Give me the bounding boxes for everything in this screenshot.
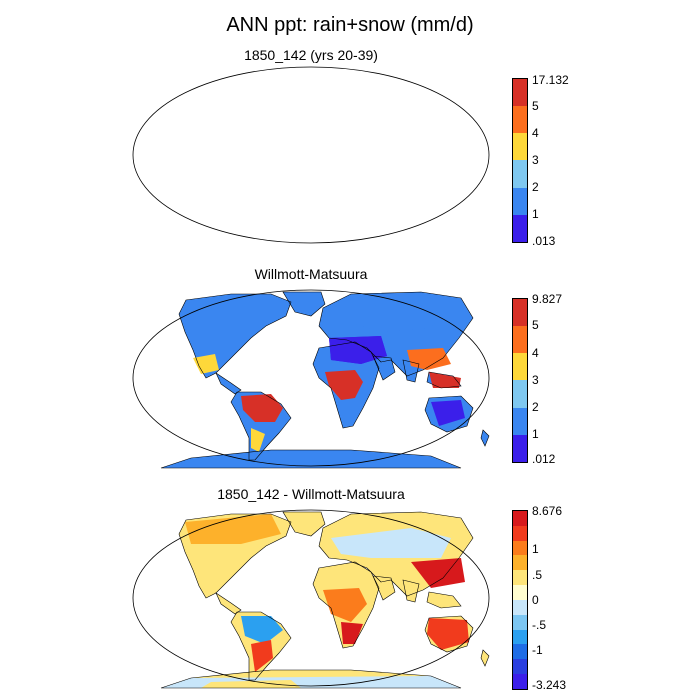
colorbar-2-label-max: 9.827	[532, 292, 563, 306]
panel-3-title: 1850_142 - Willmott-Matsuura	[217, 486, 405, 502]
colorbar-3-label: .5	[532, 568, 543, 582]
colorbar-1-label: 4	[532, 126, 539, 140]
figure-title: ANN ppt: rain+snow (mm/d)	[226, 14, 474, 36]
colorbar-segment	[513, 326, 527, 354]
colorbar-segment	[513, 434, 527, 462]
colorbar-3-label: 1	[532, 542, 539, 556]
colorbar-panel-1	[512, 78, 528, 243]
colorbar-1-label: 2	[532, 180, 539, 194]
colorbar-segment	[513, 525, 527, 541]
colorbar-segment	[513, 599, 527, 615]
colorbar-segment	[513, 570, 527, 586]
panel-1-title: 1850_142 (yrs 20-39)	[244, 47, 378, 63]
colorbar-segment	[513, 585, 527, 600]
colorbar-segment	[513, 555, 527, 571]
colorbar-segment	[513, 380, 527, 408]
colorbar-1-label: 3	[532, 153, 539, 167]
colorbar-segment	[513, 160, 527, 188]
colorbar-panel-3	[512, 510, 528, 690]
colorbar-3-label-max: 8.676	[532, 504, 563, 518]
colorbar-3-label-min: -3.243	[532, 678, 567, 692]
colorbar-2-label-min: .012	[532, 452, 556, 466]
colorbar-2-label: 3	[532, 373, 539, 387]
map-panel-2	[132, 289, 490, 469]
colorbar-segment	[513, 133, 527, 161]
colorbar-2-label: 1	[532, 427, 539, 441]
colorbar-segment	[513, 614, 527, 630]
colorbar-1-label: 1	[532, 207, 539, 221]
colorbar-segment	[513, 299, 527, 327]
colorbar-2-label: 5	[532, 318, 539, 332]
colorbar-segment	[513, 187, 527, 215]
colorbar-panel-2	[512, 298, 528, 463]
colorbar-segment	[513, 353, 527, 381]
colorbar-segment	[513, 214, 527, 242]
colorbar-1-label-min: .013	[532, 234, 556, 248]
colorbar-3-label: 0	[532, 593, 539, 607]
map-panel-3	[132, 509, 490, 689]
colorbar-1-label: 5	[532, 99, 539, 113]
colorbar-2-label: 4	[532, 346, 539, 360]
panel-2-title: Willmott-Matsuura	[254, 266, 368, 282]
colorbar-segment	[513, 674, 527, 689]
colorbar-segment	[513, 511, 527, 526]
colorbar-segment	[513, 79, 527, 107]
colorbar-1-label-max: 17.132	[532, 73, 569, 87]
colorbar-segment	[513, 106, 527, 134]
colorbar-segment	[513, 407, 527, 435]
colorbar-segment	[513, 629, 527, 645]
colorbar-3-label: -1	[532, 643, 543, 657]
colorbar-3-label: -.5	[532, 618, 547, 632]
colorbar-segment	[513, 659, 527, 675]
colorbar-segment	[513, 540, 527, 556]
colorbar-2-label: 2	[532, 400, 539, 414]
map-panel-1	[132, 66, 490, 246]
colorbar-segment	[513, 644, 527, 660]
